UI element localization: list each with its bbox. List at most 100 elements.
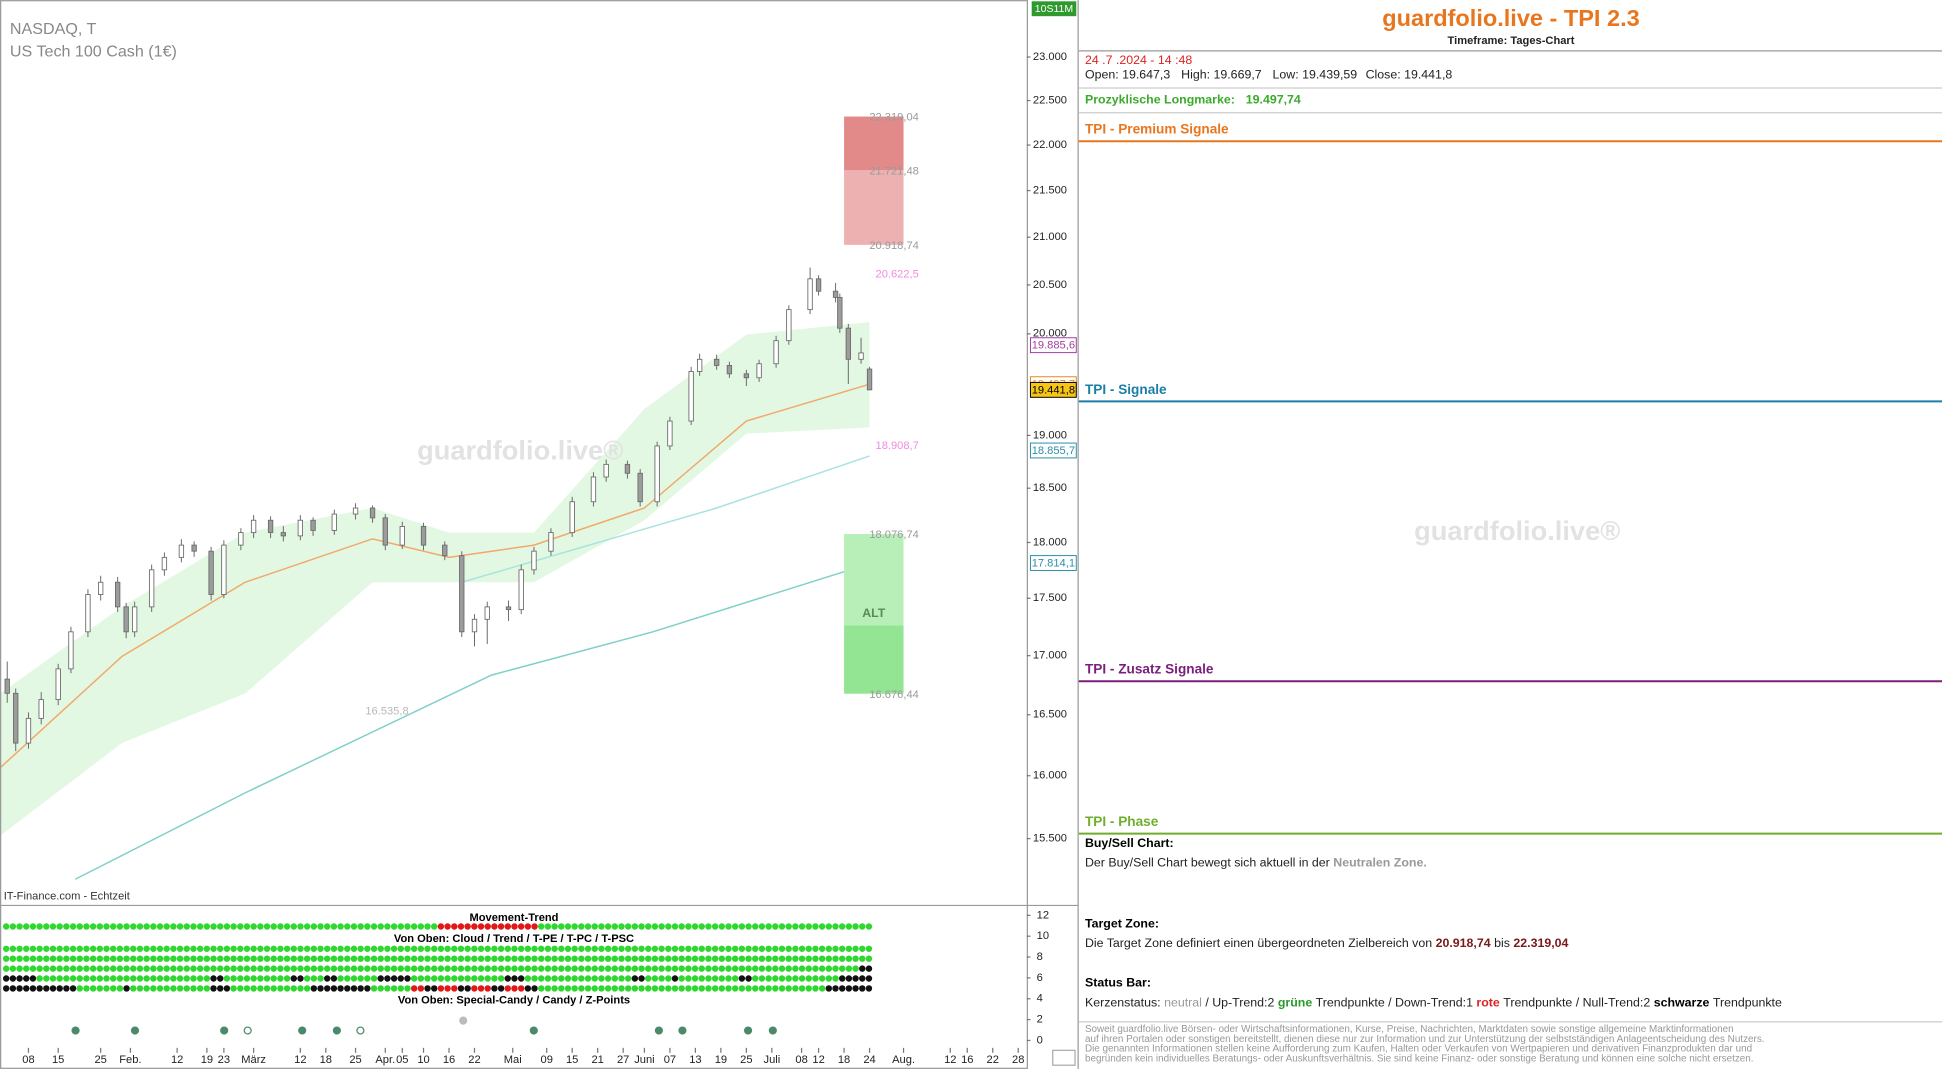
indicator-dot	[103, 985, 110, 992]
scroll-icon[interactable]	[1052, 1049, 1076, 1066]
indicator-dot	[752, 965, 759, 972]
indicator-dot	[210, 965, 217, 972]
indicator-dot	[223, 945, 231, 953]
candle-body	[569, 501, 575, 534]
chart: ALT 22.319,04 21.721,48 20.918,74 20.622,5 18…	[0, 112, 919, 880]
indicator-dot	[203, 965, 211, 972]
indicator-dot	[230, 965, 237, 972]
indicator-dot	[156, 975, 164, 982]
indicator-dot	[792, 975, 799, 982]
indicator-dot	[591, 985, 598, 992]
indicator-dot	[43, 965, 50, 972]
indicator-dot	[604, 985, 612, 992]
indicator-dot	[317, 975, 324, 982]
indicator-dot	[9, 985, 17, 992]
indicator-dot	[109, 985, 117, 992]
candle-body	[471, 618, 478, 633]
indicator-dot	[370, 923, 378, 930]
indicator-dot	[812, 985, 819, 992]
indicator-dot	[310, 975, 318, 982]
indicator-dot	[705, 923, 712, 930]
candle-body	[505, 606, 512, 611]
status-part: Kerzenstatus:	[1085, 996, 1161, 1010]
candle-body	[688, 371, 694, 422]
indicator-dot	[765, 985, 772, 992]
indicator-dot	[745, 923, 752, 930]
indicator-dot	[631, 945, 639, 953]
y-tick-label: 23.000	[1033, 51, 1067, 63]
indicator-dot	[685, 923, 692, 930]
indicator-dot	[196, 985, 204, 992]
target-zone	[844, 116, 904, 171]
indicator-title: Movement-Trend	[469, 912, 558, 924]
indicator-dot	[618, 975, 625, 982]
indicator-dot	[645, 945, 652, 953]
indicator-dot	[257, 965, 264, 972]
indicator-dot	[243, 965, 251, 972]
indicator-dot	[665, 975, 672, 982]
indicator-dot	[417, 975, 425, 982]
indicator-dot	[384, 945, 391, 953]
x-tick-label: 05	[396, 1054, 408, 1066]
indicator-dot	[390, 923, 398, 930]
indicator-dot	[464, 975, 471, 982]
indicator-dot	[477, 945, 485, 953]
indicator-dot	[491, 965, 498, 972]
price-marker-label: 17.814,1	[1032, 558, 1075, 570]
x-tick-label: 13	[689, 1054, 701, 1066]
indicator-dot	[404, 945, 411, 953]
indicator-dot	[190, 965, 197, 972]
source: IT-Finance.com - Echtzeit	[4, 891, 131, 903]
indicator-dot	[558, 965, 565, 972]
indicator-dot	[671, 955, 679, 962]
indicator-dot	[56, 945, 63, 953]
x-tick-label: Mai	[504, 1054, 522, 1066]
indicator-dot	[611, 975, 619, 982]
indicator-dot	[277, 923, 284, 930]
indicator-dot	[216, 985, 224, 992]
indicator-dot	[417, 923, 425, 930]
indicator-dot	[317, 985, 324, 992]
indicator-dot	[638, 975, 645, 982]
indicator-dot	[431, 955, 438, 962]
x-tick-label: Juni	[634, 1054, 654, 1066]
indicator-dot	[464, 945, 471, 953]
indicator-dot	[16, 985, 23, 992]
indicator-dot	[578, 985, 585, 992]
candle-body	[221, 544, 227, 595]
indicator-dot	[250, 985, 257, 992]
indicator-dot	[618, 985, 625, 992]
indicator-dot	[337, 975, 344, 982]
indicator-dot	[825, 985, 833, 992]
indicator-dot	[698, 975, 705, 982]
indicator-dot	[163, 955, 170, 962]
indicator-dot	[564, 985, 572, 992]
indicator-dot	[538, 965, 545, 972]
level-label: 16.676,44	[869, 689, 919, 701]
indicator-dot	[270, 923, 277, 930]
indicator-dot	[183, 955, 190, 962]
indicator-dot	[150, 945, 157, 953]
indicator-dot	[464, 955, 471, 962]
indicator-dot	[29, 955, 37, 962]
indicator-dot	[223, 955, 231, 962]
indicator-dot	[344, 923, 351, 930]
level-label: 20.622,5	[876, 268, 919, 280]
indicator-dot	[859, 975, 866, 982]
indicator-dot	[303, 965, 311, 972]
indicator-dot	[504, 975, 512, 982]
indicator-dot	[758, 985, 766, 992]
indicator-dot	[196, 965, 204, 972]
indicator-dot	[497, 923, 505, 930]
indicator-dot	[203, 985, 211, 992]
indicator-dot	[477, 965, 485, 972]
chart-subtitle: US Tech 100 Cash (1€)	[10, 42, 177, 60]
indicator-dot	[357, 985, 364, 992]
section-title: TPI - Premium Signale	[1085, 122, 1229, 137]
indicator-dot	[504, 985, 512, 992]
indicator-dot	[230, 985, 237, 992]
indicator-dot	[196, 945, 204, 953]
indicator-dot	[812, 923, 819, 930]
candle-body	[267, 519, 274, 534]
chart-frame	[0, 0, 1028, 1069]
